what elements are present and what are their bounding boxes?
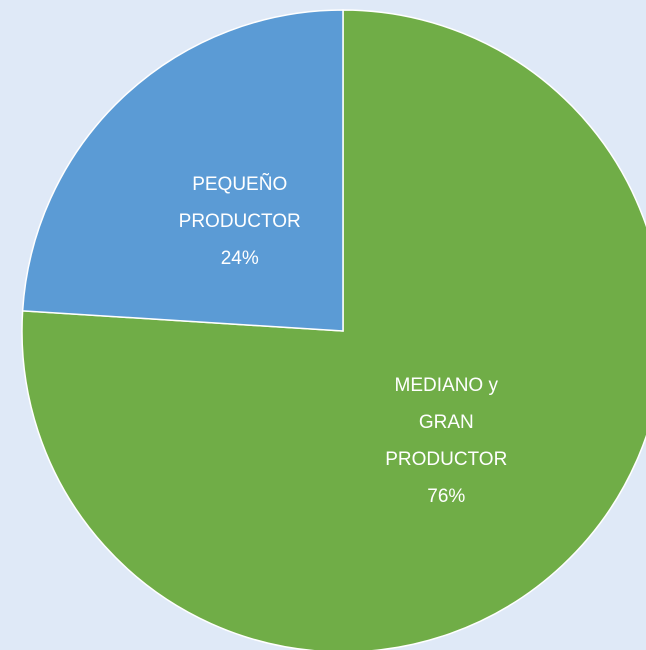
value-label: 76% <box>427 485 466 507</box>
value-label: 24% <box>220 247 259 269</box>
category-label: PEQUEÑO PRODUCTOR <box>178 173 301 232</box>
pie-slice <box>21 9 344 332</box>
slices <box>21 9 646 650</box>
slice-label: MEDIANO y GRAN PRODUCTOR 76% <box>376 341 516 541</box>
labels: MEDIANO y GRAN PRODUCTOR 76% PEQUEÑO PRODU… <box>170 121 516 541</box>
category-label: MEDIANO y GRAN PRODUCTOR <box>385 374 508 470</box>
slice-label-box: PEQUEÑO PRODUCTOR 24% <box>170 121 310 321</box>
slice-label: PEQUEÑO PRODUCTOR 24% <box>170 121 310 321</box>
pie-slice <box>21 9 646 650</box>
slice-label-box: MEDIANO y GRAN PRODUCTOR 76% <box>376 341 516 541</box>
